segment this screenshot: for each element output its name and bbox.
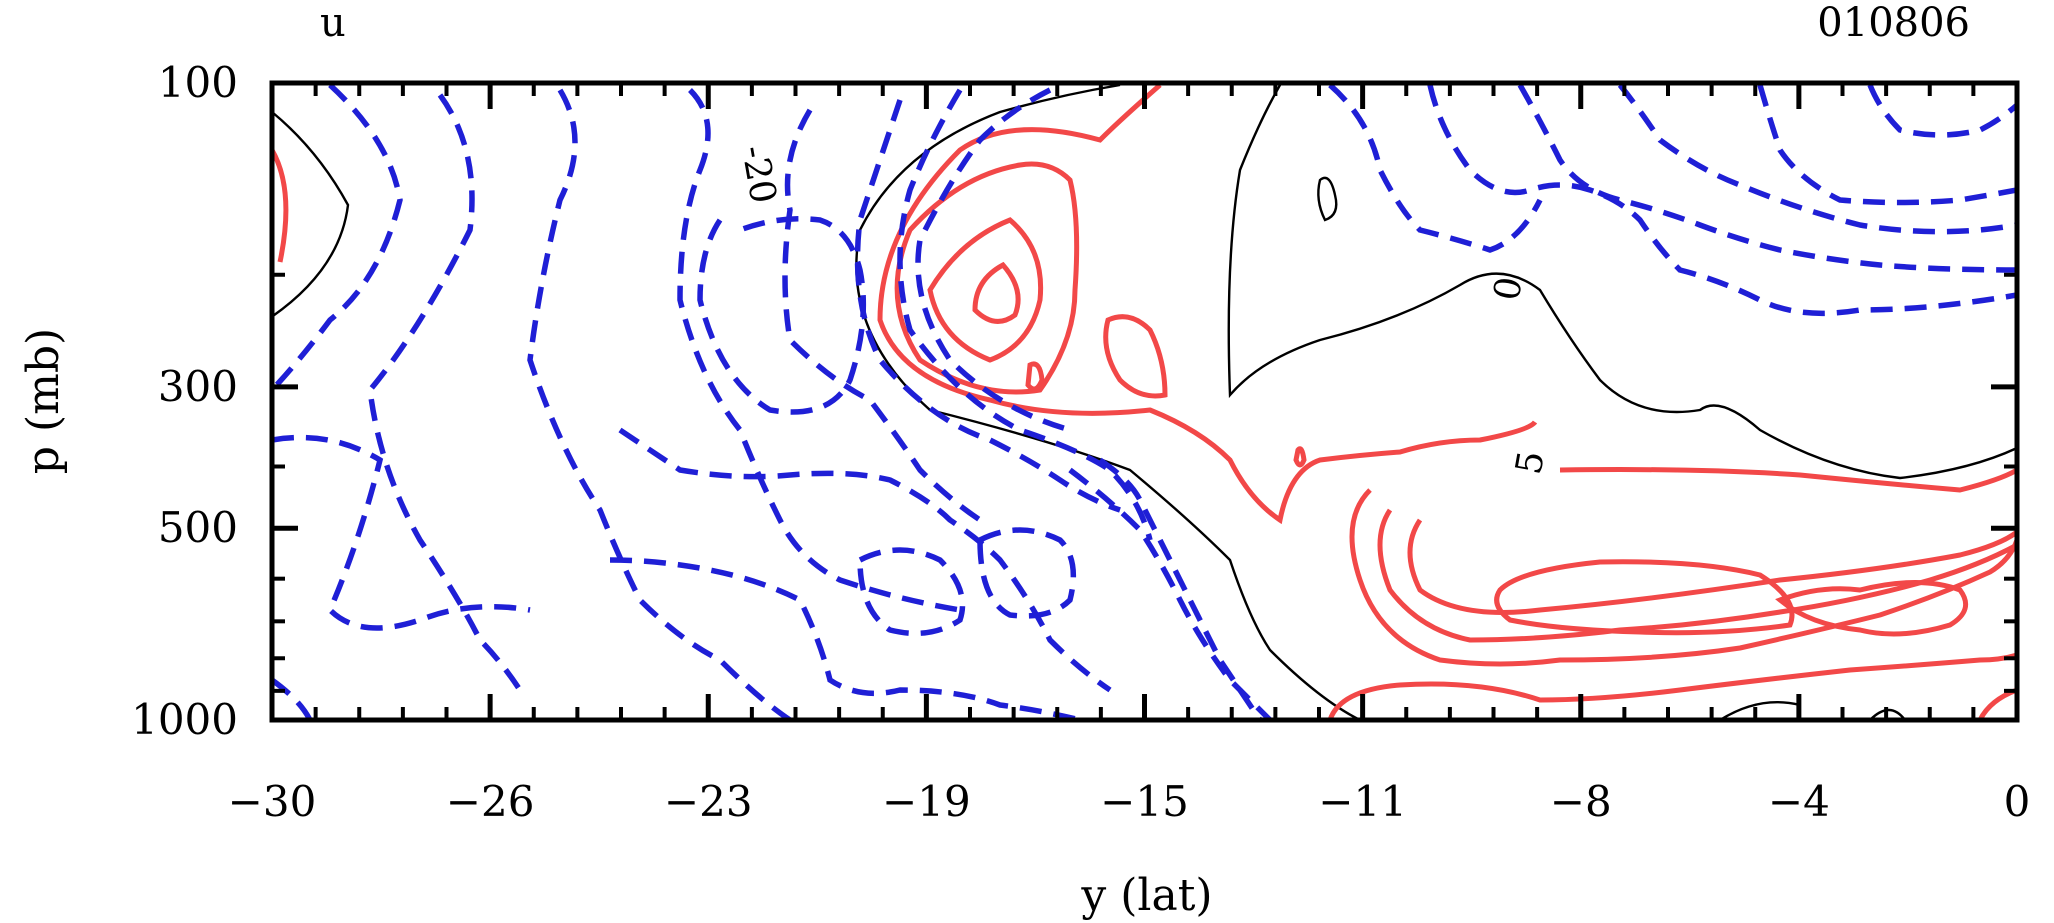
positive-contour-4 xyxy=(927,217,1044,363)
x-tick-label: −19 xyxy=(882,777,971,826)
negative-contour-20 xyxy=(1617,83,2017,235)
y-tick-label: 300 xyxy=(158,362,238,411)
negative-contour-5 xyxy=(677,88,961,613)
positive-contour-9 xyxy=(1349,488,2017,667)
negative-contour-4 xyxy=(527,88,792,720)
negative-contour-14 xyxy=(977,527,1077,619)
positive-contour-12 xyxy=(1494,559,1795,636)
x-axis-label: y (lat) xyxy=(1080,870,1212,921)
negative-contour-21 xyxy=(1757,84,2017,206)
negative-contour-10 xyxy=(915,87,1071,433)
zero-contour-bottom xyxy=(1719,700,1906,720)
chart-title: u xyxy=(320,0,346,46)
y-tick-label: 1000 xyxy=(131,695,238,744)
positive-contour-14 xyxy=(1327,652,2017,720)
negative-contour-2 xyxy=(367,93,523,692)
negative-contours xyxy=(272,83,2017,720)
positive-contour-11 xyxy=(1407,518,2017,615)
positive-contour-1 xyxy=(877,83,1538,525)
negative-contour-13 xyxy=(857,547,966,637)
zero-contours xyxy=(272,83,2017,720)
positive-contour-2 xyxy=(1103,314,1168,399)
x-tick-label: −4 xyxy=(1768,777,1830,826)
negative-contour-9 xyxy=(897,88,1153,541)
y-axis-label: p (mb) xyxy=(18,328,69,474)
zero-contour-right xyxy=(1227,84,2017,480)
x-tick-label: −26 xyxy=(446,777,535,826)
negative-contour-12 xyxy=(618,427,1112,693)
negative-contour-6 xyxy=(697,216,867,415)
negative-contour-15 xyxy=(1098,457,1263,720)
y-axis: 100 300 500 1000 xyxy=(131,58,2017,744)
positive-contour-edge xyxy=(272,148,289,263)
contour-label-0: 0 xyxy=(1486,274,1530,304)
negative-contour-11 xyxy=(609,557,1081,720)
positive-contour-10 xyxy=(1377,508,2017,643)
negative-contour-22 xyxy=(1867,83,2017,138)
negative-contour-16 xyxy=(1068,467,1272,720)
y-tick-label: 100 xyxy=(158,58,238,107)
contour-label-5: 5 xyxy=(1508,448,1552,478)
contour-lines xyxy=(272,83,2017,720)
positive-contour-5 xyxy=(972,261,1021,324)
positive-contour-8 xyxy=(1559,467,2017,493)
x-tick-label: −23 xyxy=(664,777,753,826)
negative-contour-1 xyxy=(272,83,403,392)
x-tick-label: −30 xyxy=(228,777,317,826)
positive-contour-3 xyxy=(894,161,1080,395)
positive-contour-7 xyxy=(1293,446,1307,468)
positive-contour-13 xyxy=(1775,580,1969,637)
x-tick-label: −8 xyxy=(1550,777,1612,826)
positive-contours xyxy=(272,83,2017,720)
negative-contour-3 xyxy=(272,434,531,631)
contour-labels: -20 0 5 xyxy=(733,142,1553,477)
negative-contour-7 xyxy=(782,108,982,523)
contour-label-neg20: -20 xyxy=(733,142,783,206)
negative-contour-18 xyxy=(1427,84,2017,317)
x-axis: −30 −26 −23 −19 −15 −11 −8 −4 0 xyxy=(228,83,2031,826)
x-tick-label: 0 xyxy=(2004,777,2031,826)
y-tick-label: 500 xyxy=(158,503,238,552)
plot-frame xyxy=(269,80,2020,723)
zero-contour-small xyxy=(1317,176,1338,222)
positive-contour-6 xyxy=(1025,361,1045,392)
positive-contour-15 xyxy=(1977,687,2017,720)
negative-contour-17 xyxy=(1328,83,1543,253)
negative-contour-8 xyxy=(854,99,1121,513)
zero-contour-main xyxy=(855,83,1361,720)
negative-contour-19 xyxy=(1517,83,2017,273)
zero-contour-left xyxy=(272,111,350,319)
date-label: 010806 xyxy=(1817,0,1970,46)
x-tick-label: −15 xyxy=(1100,777,1189,826)
x-tick-label: −11 xyxy=(1318,777,1407,826)
negative-contour-23 xyxy=(272,677,313,720)
